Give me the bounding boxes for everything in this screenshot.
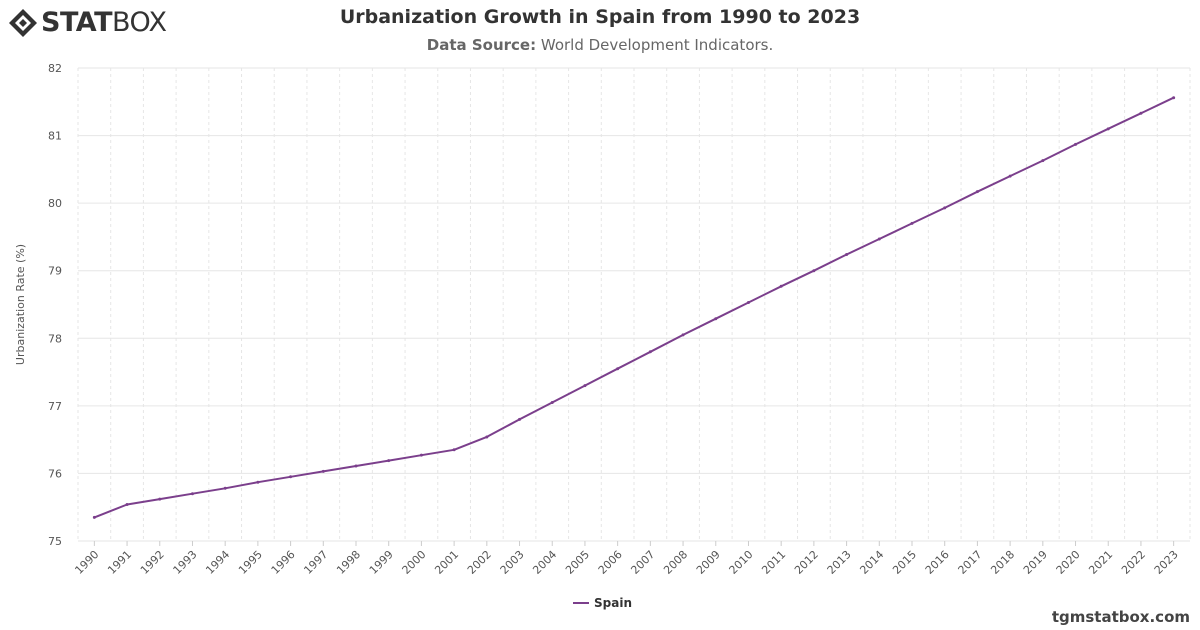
x-tick-label: 2008 (661, 548, 690, 577)
x-tick-label: 2019 (1021, 548, 1050, 577)
y-tick-label: 76 (48, 467, 62, 480)
x-tick-label: 2011 (759, 548, 788, 577)
x-tick-label: 2016 (923, 548, 952, 577)
x-tick-label: 2004 (530, 548, 559, 577)
source-value: World Development Indicators. (540, 36, 774, 54)
y-axis-title: Urbanization Rate (%) (14, 244, 27, 365)
data-point (1139, 111, 1143, 115)
x-tick-label: 1999 (367, 548, 396, 577)
data-point (1008, 174, 1012, 178)
data-point (845, 252, 849, 256)
data-point (746, 300, 750, 304)
data-point (256, 480, 260, 484)
data-point (223, 486, 227, 490)
data-point (877, 237, 881, 241)
y-tick-label: 81 (48, 130, 62, 143)
data-point (583, 384, 587, 388)
x-tick-label: 1998 (334, 548, 363, 577)
x-tick-label: 2017 (956, 548, 985, 577)
x-tick-label: 1994 (203, 548, 232, 577)
x-tick-label: 2020 (1054, 548, 1083, 577)
x-tick-label: 2022 (1119, 548, 1148, 577)
data-point (1172, 96, 1176, 100)
x-tick-label: 2000 (400, 548, 429, 577)
data-point (943, 206, 947, 210)
data-point (681, 333, 685, 337)
logo: STATBOX (8, 6, 167, 40)
data-point (158, 497, 162, 501)
series-line-spain (93, 96, 1175, 519)
y-tick-label: 77 (48, 400, 62, 413)
data-point (321, 469, 325, 473)
x-tick-label: 1990 (72, 548, 101, 577)
y-tick-label: 78 (48, 332, 62, 345)
data-point (190, 492, 194, 496)
x-tick-label: 2010 (727, 548, 756, 577)
x-tick-label: 2001 (432, 548, 461, 577)
x-tick-label: 2007 (628, 548, 657, 577)
x-tick-label: 2021 (1086, 548, 1115, 577)
x-tick-label: 2014 (857, 548, 886, 577)
x-tick-label: 1997 (301, 548, 330, 577)
x-tick-label: 1996 (269, 548, 298, 577)
x-tick-label: 1992 (138, 548, 167, 577)
legend-label: Spain (594, 596, 632, 610)
chart-title: Urbanization Growth in Spain from 1990 t… (339, 6, 861, 28)
x-tick-label: 1995 (236, 548, 265, 577)
data-point (387, 459, 391, 463)
x-tick-label: 2006 (596, 548, 625, 577)
x-tick-label: 2009 (694, 548, 723, 577)
data-point (616, 367, 620, 371)
data-point (812, 269, 816, 273)
site-footer: tgmstatbox.com (1051, 608, 1190, 626)
y-tick-label: 80 (48, 197, 62, 210)
data-point (1106, 127, 1110, 131)
data-point (518, 417, 522, 421)
x-tick-label: 2003 (498, 548, 527, 577)
x-tick-label: 2002 (465, 548, 494, 577)
data-point (289, 475, 293, 479)
x-tick-label: 1993 (171, 548, 200, 577)
logo-text: STATBOX (41, 7, 167, 38)
data-point (1074, 142, 1078, 146)
x-tick-label: 2018 (988, 548, 1017, 577)
x-tick-label: 2023 (1152, 548, 1181, 577)
data-point (714, 317, 718, 321)
x-tick-label: 2015 (890, 548, 919, 577)
data-point (452, 448, 456, 452)
y-tick-label: 75 (48, 535, 62, 548)
data-point (550, 400, 554, 404)
x-tick-label: 2013 (825, 548, 854, 577)
data-point (354, 464, 358, 468)
y-tick-label: 79 (48, 265, 62, 278)
y-tick-label: 82 (48, 62, 62, 75)
data-point (910, 221, 914, 225)
data-point (419, 453, 423, 457)
x-tick-label: 2012 (792, 548, 821, 577)
data-point (485, 435, 489, 439)
chart-subtitle: Data Source: World Development Indicator… (0, 36, 1200, 54)
data-point (648, 350, 652, 354)
x-tick-label: 1991 (105, 548, 134, 577)
data-point (125, 503, 129, 507)
statbox-logo-icon (9, 9, 37, 37)
data-point (1041, 159, 1045, 163)
source-label: Data Source: (426, 36, 537, 54)
x-tick-label: 2005 (563, 548, 592, 577)
data-point (92, 515, 96, 519)
data-point (975, 190, 979, 194)
data-point (779, 284, 783, 288)
